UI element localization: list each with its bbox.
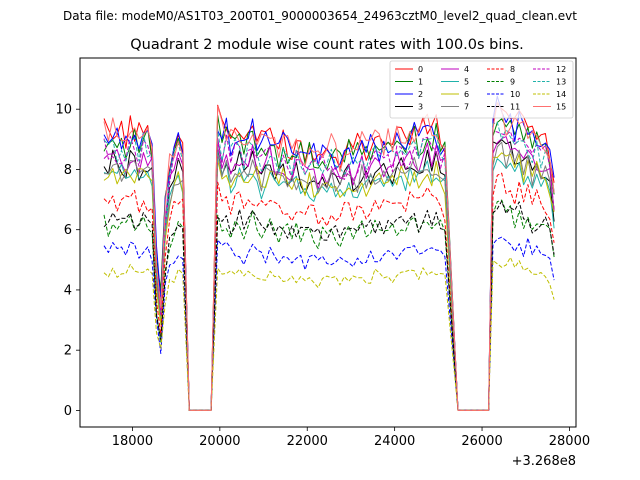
legend-label-5: 5 — [464, 78, 469, 87]
legend-label-3: 3 — [418, 103, 423, 112]
x-tick-label: 20000 — [199, 434, 240, 449]
x-tick-label: 26000 — [461, 434, 502, 449]
legend-label-4: 4 — [464, 65, 469, 74]
x-tick-label: 28000 — [549, 434, 590, 449]
legend-label-14: 14 — [556, 90, 566, 99]
legend-label-12: 12 — [556, 65, 566, 74]
x-axis: 18000 20000 22000 24000 26000 28000 — [112, 427, 590, 449]
legend-label-6: 6 — [464, 90, 469, 99]
y-tick-label: 10 — [55, 103, 72, 118]
series-line-15 — [103, 102, 555, 411]
series-line-9 — [103, 199, 555, 411]
series-line-11 — [103, 200, 555, 411]
x-tick-label: 24000 — [374, 434, 415, 449]
y-tick-label: 0 — [64, 404, 72, 419]
y-tick-label: 6 — [64, 223, 72, 238]
x-tick-label: 18000 — [112, 434, 153, 449]
series-line-10 — [103, 236, 555, 411]
y-tick-label: 2 — [64, 344, 72, 359]
x-tick-label: 22000 — [287, 434, 328, 449]
series-line-0 — [103, 102, 555, 411]
x-axis-offset-label: +3.268e8 — [512, 454, 576, 469]
legend-label-0: 0 — [418, 65, 423, 74]
legend-label-8: 8 — [510, 65, 515, 74]
legend-label-11: 11 — [510, 103, 520, 112]
chart-title: Quadrant 2 module wise count rates with … — [130, 37, 524, 53]
y-tick-label: 4 — [64, 283, 72, 298]
series-line-12 — [103, 130, 555, 411]
legend-label-15: 15 — [556, 103, 566, 112]
series-line-5 — [103, 151, 555, 411]
legend-label-10: 10 — [510, 90, 520, 99]
legend-box — [389, 60, 574, 119]
legend-label-7: 7 — [464, 103, 469, 112]
series-line-8 — [103, 172, 555, 411]
series-line-14 — [103, 256, 555, 411]
y-tick-label: 8 — [64, 163, 72, 178]
legend-label-1: 1 — [418, 78, 423, 87]
legend-label-9: 9 — [510, 78, 515, 87]
chart-suptitle: Data file: modeM0/AS1T03_200T01_90000036… — [63, 9, 577, 23]
y-axis: 0 2 4 6 8 10 — [55, 103, 80, 419]
legend-label-13: 13 — [556, 78, 566, 87]
series-layer — [103, 95, 555, 411]
plot-area — [79, 57, 577, 428]
legend-label-2: 2 — [418, 90, 423, 99]
